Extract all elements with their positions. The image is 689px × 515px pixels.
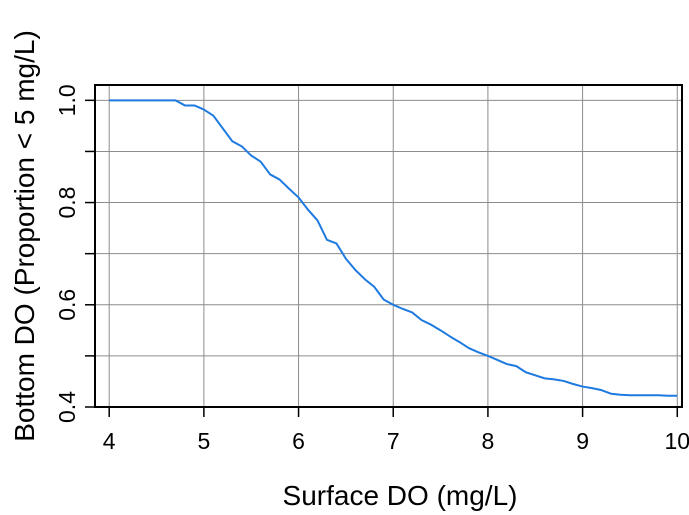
x-tick-label: 5 (197, 428, 210, 454)
y-tick-label: 1.0 (54, 84, 80, 116)
x-tick-label: 6 (292, 428, 305, 454)
data-layer (109, 99, 678, 397)
grid-layer (95, 85, 682, 408)
plot-frame (94, 84, 683, 408)
x-tick-label: 10 (664, 428, 689, 454)
y-axis-title: Bottom DO (Proportion < 5 mg/L) (9, 30, 40, 442)
x-axis-title: Surface DO (mg/L) (283, 480, 518, 511)
y-tick-label: 0.8 (54, 187, 80, 219)
series-line (109, 99, 678, 397)
x-tick-label: 7 (387, 428, 400, 454)
y-tick-label: 0.6 (54, 289, 80, 321)
y-tick-label: 0.4 (54, 391, 80, 423)
x-tick-label: 4 (103, 428, 116, 454)
x-tick-label: 9 (576, 428, 589, 454)
axis-layer: 4 5 6 7 8 9 10 0.4 0.6 0.8 1.0 (54, 84, 689, 454)
x-tick-label: 8 (482, 428, 495, 454)
